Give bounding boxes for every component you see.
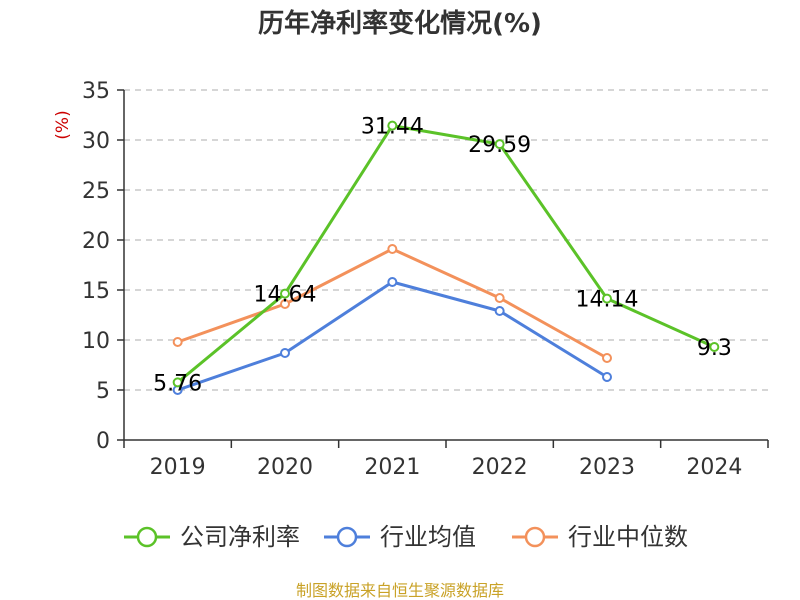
data-point — [280, 348, 290, 358]
legend-marker — [524, 526, 546, 548]
x-tick-label: 2020 — [257, 455, 313, 480]
series-lines — [176, 124, 716, 392]
y-tick-label: 30 — [82, 129, 110, 154]
x-tick-label: 2024 — [686, 455, 742, 480]
data-label: 9.3 — [697, 336, 732, 361]
legend-item-2[interactable]: 行业中位数 — [512, 523, 688, 551]
series-line-1 — [176, 280, 609, 392]
data-point — [602, 293, 612, 304]
data-point — [602, 372, 612, 382]
legend-label: 行业均值 — [380, 523, 476, 551]
grid-lines — [124, 89, 768, 391]
x-tick-label: 2019 — [150, 455, 206, 480]
data-label: 5.76 — [153, 371, 202, 396]
x-tick-label: 2023 — [579, 455, 635, 480]
data-point — [387, 120, 398, 131]
data-point — [494, 293, 505, 303]
axes: 0 5 10 15 20 25 30 35 2019 2020 2021 2022 2023 2024 — [82, 79, 769, 480]
y-tick-label: 35 — [82, 79, 110, 104]
legend-marker — [336, 526, 358, 548]
data-point — [602, 353, 612, 363]
y-axis-label: (%) — [53, 110, 73, 139]
data-point — [709, 342, 720, 352]
legend-marker — [136, 526, 158, 548]
legend: 公司净利率 行业均值 行业中位数 — [124, 523, 688, 551]
series-line-0 — [176, 124, 716, 384]
data-point — [172, 377, 183, 388]
source-note: 制图数据来自恒生聚源数据库 — [296, 581, 504, 600]
data-point — [494, 139, 505, 150]
data-point — [172, 337, 183, 347]
legend-label: 行业中位数 — [568, 523, 688, 551]
data-label: 14.14 — [576, 288, 639, 313]
y-tick-label: 0 — [96, 429, 110, 454]
legend-item-0[interactable]: 公司净利率 — [124, 523, 300, 551]
y-tick-label: 20 — [82, 229, 110, 254]
data-label: 31.44 — [361, 115, 424, 140]
data-label: 29.59 — [468, 133, 531, 158]
data-labels: 5.76 14.64 31.44 29.59 14.14 9.3 — [153, 115, 732, 397]
x-tick-label: 2021 — [364, 455, 420, 480]
legend-item-1[interactable]: 行业均值 — [324, 523, 476, 551]
y-tick-label: 25 — [82, 179, 110, 204]
data-point — [494, 306, 505, 316]
data-label: 14.64 — [254, 283, 317, 308]
x-tick-label: 2022 — [472, 455, 528, 480]
series-points — [172, 120, 720, 395]
chart-title: 历年净利率变化情况(%) — [258, 8, 542, 39]
legend-label: 公司净利率 — [180, 523, 300, 551]
series-line-2 — [176, 247, 609, 360]
data-point — [280, 288, 290, 299]
data-point — [280, 299, 290, 309]
y-tick-label: 10 — [82, 329, 110, 354]
y-tick-label: 5 — [96, 379, 110, 404]
data-point — [387, 244, 398, 254]
y-tick-label: 15 — [82, 279, 110, 304]
data-point — [387, 277, 398, 287]
